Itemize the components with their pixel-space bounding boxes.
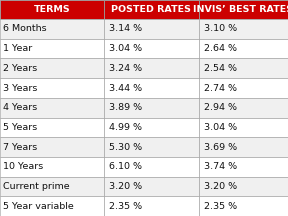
Text: POSTED RATES: POSTED RATES (111, 5, 191, 14)
Bar (104, 39, 199, 59)
Bar (104, 78, 199, 98)
Bar (104, 157, 199, 177)
Text: TERMS: TERMS (33, 5, 70, 14)
Text: 3.74 %: 3.74 % (204, 162, 237, 171)
Text: 2.74 %: 2.74 % (204, 84, 237, 92)
Text: 7 Years: 7 Years (3, 143, 37, 152)
Bar (0, 196, 104, 216)
Bar (199, 137, 288, 157)
Text: 5.30 %: 5.30 % (109, 143, 142, 152)
Bar (104, 137, 199, 157)
Bar (104, 19, 199, 39)
Text: 4.99 %: 4.99 % (109, 123, 142, 132)
Text: 5 Year variable: 5 Year variable (3, 202, 74, 211)
Bar (0, 78, 104, 98)
Bar (0, 118, 104, 137)
Text: 3.04 %: 3.04 % (204, 123, 237, 132)
Bar (199, 39, 288, 59)
Bar (199, 177, 288, 196)
Bar (104, 0, 199, 19)
Bar (199, 59, 288, 78)
Text: 6 Months: 6 Months (3, 24, 47, 33)
Bar (0, 137, 104, 157)
Bar (0, 177, 104, 196)
Text: 4 Years: 4 Years (3, 103, 37, 112)
Text: 3.14 %: 3.14 % (109, 24, 142, 33)
Text: 3.89 %: 3.89 % (109, 103, 142, 112)
Text: Current prime: Current prime (3, 182, 70, 191)
Text: 2.35 %: 2.35 % (204, 202, 237, 211)
Text: 2.64 %: 2.64 % (204, 44, 237, 53)
Bar (199, 157, 288, 177)
Bar (0, 98, 104, 118)
Bar (104, 118, 199, 137)
Text: 6.10 %: 6.10 % (109, 162, 142, 171)
Bar (0, 59, 104, 78)
Bar (104, 59, 199, 78)
Text: INVIS’ BEST RATES: INVIS’ BEST RATES (193, 5, 288, 14)
Text: 3.10 %: 3.10 % (204, 24, 237, 33)
Bar (199, 118, 288, 137)
Text: 3.69 %: 3.69 % (204, 143, 237, 152)
Text: 3.20 %: 3.20 % (109, 182, 142, 191)
Text: 2.35 %: 2.35 % (109, 202, 142, 211)
Bar (0, 19, 104, 39)
Text: 3.44 %: 3.44 % (109, 84, 142, 92)
Bar (199, 78, 288, 98)
Bar (0, 157, 104, 177)
Text: 2.54 %: 2.54 % (204, 64, 237, 73)
Bar (199, 98, 288, 118)
Bar (104, 98, 199, 118)
Bar (199, 19, 288, 39)
Text: 3.04 %: 3.04 % (109, 44, 142, 53)
Text: 10 Years: 10 Years (3, 162, 43, 171)
Bar (199, 0, 288, 19)
Bar (0, 0, 104, 19)
Bar (104, 196, 199, 216)
Bar (0, 39, 104, 59)
Text: 2.94 %: 2.94 % (204, 103, 237, 112)
Text: 3.20 %: 3.20 % (204, 182, 237, 191)
Text: 3.24 %: 3.24 % (109, 64, 142, 73)
Bar (104, 177, 199, 196)
Text: 1 Year: 1 Year (3, 44, 32, 53)
Text: 3 Years: 3 Years (3, 84, 37, 92)
Text: 2 Years: 2 Years (3, 64, 37, 73)
Text: 5 Years: 5 Years (3, 123, 37, 132)
Bar (199, 196, 288, 216)
